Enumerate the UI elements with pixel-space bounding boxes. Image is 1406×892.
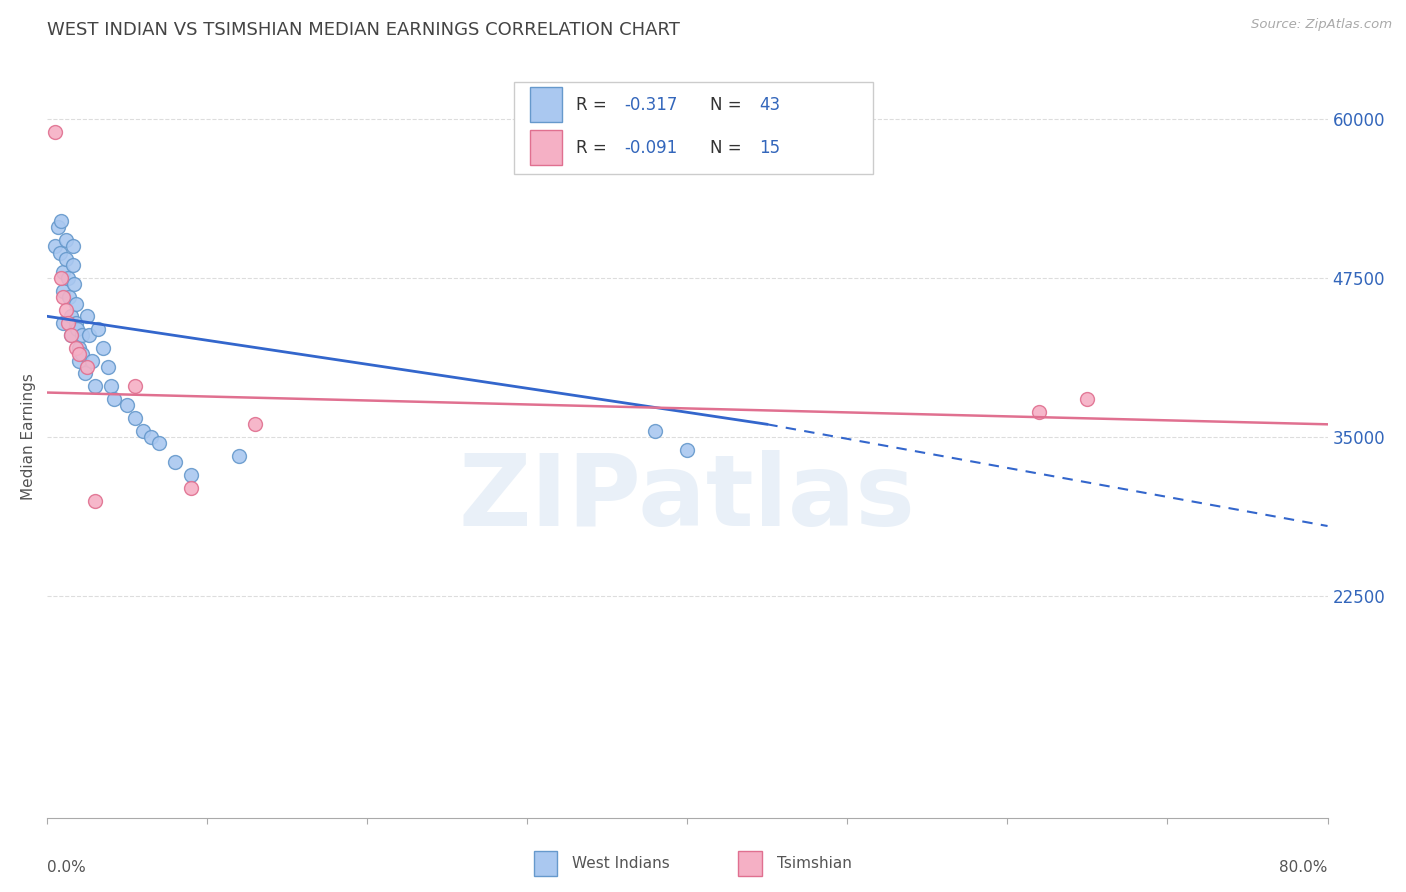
Point [58, 290, 80, 304]
Point [63, 277, 86, 292]
Point [115, 398, 138, 412]
Text: 0.0%: 0.0% [46, 861, 86, 875]
Point [52, 265, 75, 279]
Point [84, 379, 107, 393]
Point [52, 284, 75, 298]
Point [65, 341, 87, 355]
Point [180, 481, 202, 495]
Point [66, 322, 89, 336]
FancyBboxPatch shape [530, 87, 562, 121]
Text: R =: R = [576, 95, 612, 113]
Point [44, 239, 66, 253]
Point [100, 379, 122, 393]
Point [52, 290, 75, 304]
Point [76, 310, 98, 324]
Text: 43: 43 [759, 95, 780, 113]
Point [44, 125, 66, 139]
Text: WEST INDIAN VS TSIMSHIAN MEDIAN EARNINGS CORRELATION CHART: WEST INDIAN VS TSIMSHIAN MEDIAN EARNINGS… [46, 21, 681, 39]
Point [62, 239, 84, 253]
Point [644, 424, 666, 438]
Point [67, 353, 90, 368]
Point [51, 214, 73, 228]
Text: Source: ZipAtlas.com: Source: ZipAtlas.com [1251, 18, 1392, 31]
Point [55, 252, 77, 266]
Point [124, 411, 146, 425]
Point [132, 424, 155, 438]
Point [77, 328, 100, 343]
Point [103, 392, 125, 406]
Text: -0.091: -0.091 [624, 138, 678, 157]
Point [76, 360, 98, 375]
Point [55, 233, 77, 247]
Text: R =: R = [576, 138, 612, 157]
FancyBboxPatch shape [530, 130, 562, 165]
Text: -0.317: -0.317 [624, 95, 678, 113]
Point [80, 353, 103, 368]
Point [70, 328, 93, 343]
Text: Tsimshian: Tsimshian [778, 856, 852, 871]
Point [139, 430, 162, 444]
Y-axis label: Median Earnings: Median Earnings [21, 374, 35, 500]
Point [1076, 392, 1098, 406]
FancyBboxPatch shape [515, 82, 873, 174]
Text: 15: 15 [759, 138, 780, 157]
Text: West Indians: West Indians [572, 856, 669, 871]
Point [70, 347, 93, 361]
Point [75, 367, 97, 381]
Point [56, 316, 79, 330]
Point [51, 271, 73, 285]
Point [163, 455, 186, 469]
Point [65, 296, 87, 310]
Point [65, 316, 87, 330]
Point [55, 302, 77, 317]
Point [676, 442, 699, 457]
FancyBboxPatch shape [533, 851, 557, 876]
Text: N =: N = [710, 138, 747, 157]
Point [87, 322, 110, 336]
Point [91, 341, 114, 355]
Point [180, 468, 202, 483]
Point [67, 347, 90, 361]
Point [59, 310, 82, 324]
Point [56, 271, 79, 285]
Point [243, 417, 266, 432]
Point [228, 449, 250, 463]
Point [148, 436, 170, 450]
Point [52, 316, 75, 330]
Point [67, 341, 90, 355]
Text: 80.0%: 80.0% [1279, 861, 1327, 875]
Point [62, 259, 84, 273]
Text: ZIPatlas: ZIPatlas [458, 450, 915, 547]
FancyBboxPatch shape [738, 851, 762, 876]
Point [46, 220, 69, 235]
Point [59, 328, 82, 343]
Point [124, 379, 146, 393]
Text: N =: N = [710, 95, 747, 113]
Point [48, 245, 70, 260]
Point [84, 493, 107, 508]
Point [97, 360, 120, 375]
Point [59, 328, 82, 343]
Point [1028, 404, 1050, 418]
